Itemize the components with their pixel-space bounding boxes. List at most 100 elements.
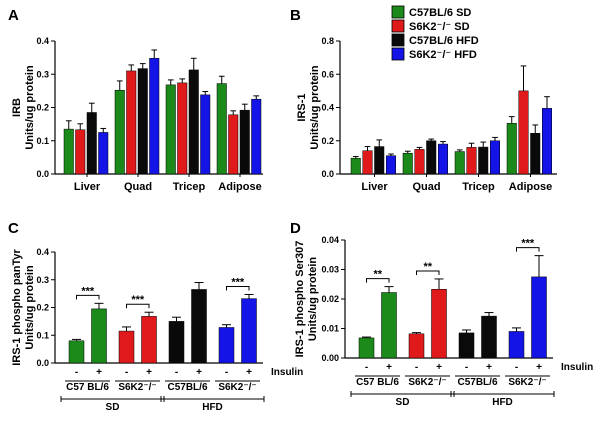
- bar-3-1: [438, 143, 448, 175]
- insulin-sign: -: [515, 362, 518, 373]
- bar-1-2: [177, 82, 188, 175]
- genotype-label: S6K2⁻/⁻: [118, 382, 156, 393]
- bar-3-1: [241, 298, 257, 364]
- significance-marker: ***: [231, 276, 245, 288]
- bar-0-2: [165, 84, 176, 175]
- bar-2-1: [137, 68, 148, 175]
- bar-1-0: [408, 333, 425, 359]
- bar-1-2: [466, 147, 477, 175]
- bar-2-0: [86, 112, 97, 175]
- y-axis-label-units: Units/ug protein: [24, 65, 36, 150]
- x-category-label: Quad: [412, 181, 440, 193]
- insulin-sign: -: [365, 362, 368, 373]
- y-tick-label: 0.0: [36, 358, 49, 368]
- bar-3-0: [218, 327, 235, 364]
- significance-marker: **: [423, 261, 432, 273]
- panel-label-c: C: [8, 220, 19, 237]
- bar-0-2: [454, 151, 465, 175]
- bar-0-1: [91, 308, 107, 364]
- significance-marker: ***: [521, 238, 535, 250]
- legend-swatch-s6k2-hfd: [391, 47, 405, 61]
- bar-3-3: [542, 108, 552, 175]
- bar-2-2: [478, 146, 489, 175]
- chart-panel-d: 0.00 0.01 0.02 0.03 0.04 IRS-1 phospho Ser307…: [294, 235, 593, 408]
- bar-3-1: [149, 58, 160, 175]
- y-tick-label: 0.3: [36, 275, 49, 285]
- y-axis-label: IRS-1 phospho Ser307: [294, 241, 306, 358]
- y-tick-label: 0.0: [321, 169, 334, 179]
- y-axis-label: IRS-1 phospho panTyr: [11, 249, 23, 366]
- y-tick-label: 0.0: [36, 169, 49, 179]
- bar-0-1: [381, 292, 397, 359]
- genotype-label: S6K2⁻/⁻: [218, 382, 256, 393]
- y-tick-label: 0.2: [36, 103, 49, 113]
- y-tick-label: 0.01: [321, 324, 339, 334]
- x-category-label: Liver: [361, 181, 388, 193]
- treatment-label: Insulin: [561, 362, 593, 373]
- chart-panel-b: 0.0 0.2 0.4 0.6 0.8 IRS-1 Units/ug protein Live…: [296, 36, 557, 193]
- insulin-sign: +: [386, 362, 392, 373]
- bar-0-3: [506, 123, 517, 175]
- bar-0-0: [350, 157, 361, 175]
- y-axis-label-units: Units/ug protein: [307, 257, 319, 342]
- chart-panel-a: 0.0 0.1 0.2 0.3 0.4 IRB Units/ug protein Liver Q…: [11, 36, 263, 193]
- y-tick-label: 0.8: [321, 36, 334, 46]
- insulin-sign: +: [146, 367, 152, 378]
- bar-2-3: [530, 133, 541, 175]
- y-tick-label: 0.4: [321, 103, 334, 113]
- x-category-label: Quad: [124, 181, 152, 193]
- panel-label-d: D: [290, 220, 301, 237]
- y-axis-label-units: Units/ug protein: [24, 265, 36, 350]
- legend-swatch-c57-hfd: [391, 33, 405, 47]
- bar-0-1: [114, 89, 125, 175]
- bar-3-1: [531, 276, 547, 359]
- y-axis-label-units: Units/ug protein: [309, 65, 321, 150]
- legend-swatch-c57-sd: [391, 5, 405, 19]
- bar-2-0: [168, 321, 185, 364]
- bar-1-1: [126, 70, 137, 175]
- bar-1-0: [118, 330, 135, 364]
- bar-2-1: [191, 289, 207, 364]
- insulin-sign: -: [415, 362, 418, 373]
- insulin-sign: -: [75, 367, 78, 378]
- y-axis-label: IRS-1: [296, 93, 308, 121]
- y-tick-label: 0.1: [36, 136, 49, 146]
- y-tick-label: 0.04: [321, 235, 339, 245]
- insulin-sign: +: [196, 367, 202, 378]
- chart-panel-c: 0.0 0.1 0.2 0.3 0.4 IRS-1 phospho panTyr Units…: [11, 247, 303, 413]
- y-tick-label: 0.2: [36, 303, 49, 313]
- significance-marker: ***: [81, 285, 95, 297]
- x-category-label: Tricep: [462, 181, 495, 193]
- significance-bracket: [126, 303, 150, 309]
- y-tick-label: 0.6: [321, 69, 334, 79]
- bar-0-0: [68, 340, 85, 364]
- insulin-sign: +: [536, 362, 542, 373]
- significance-bracket: [416, 270, 440, 275]
- panel-label-a: A: [8, 7, 19, 24]
- y-tick-label: 0.03: [321, 265, 339, 275]
- insulin-sign: -: [225, 367, 228, 378]
- genotype-label: C57BL/6: [167, 382, 207, 393]
- bar-3-2: [490, 140, 500, 175]
- diet-label: HFD: [492, 397, 513, 408]
- diet-label: SD: [396, 397, 410, 408]
- y-tick-label: 0.4: [36, 247, 49, 257]
- insulin-sign: -: [175, 367, 178, 378]
- legend: C57BL/6 SD S6K2⁻/⁻ SD C57BL/6 HFD S6K2⁻/…: [391, 5, 479, 61]
- insulin-sign: +: [246, 367, 252, 378]
- x-category-label: Tricep: [173, 181, 206, 193]
- y-tick-label: 0.4: [36, 36, 49, 46]
- bar-1-3: [228, 114, 239, 175]
- genotype-label: C57 BL/6: [356, 377, 399, 388]
- bar-2-0: [458, 332, 475, 359]
- bar-3-0: [98, 132, 109, 175]
- y-tick-label: 0.2: [321, 136, 334, 146]
- y-tick-label: 0.02: [321, 294, 339, 304]
- bar-1-1: [431, 289, 447, 359]
- insulin-sign: -: [125, 367, 128, 378]
- insulin-sign: +: [96, 367, 102, 378]
- genotype-label: C57BL/6: [457, 377, 497, 388]
- y-tick-label: 0.1: [36, 330, 49, 340]
- significance-bracket: [76, 294, 100, 300]
